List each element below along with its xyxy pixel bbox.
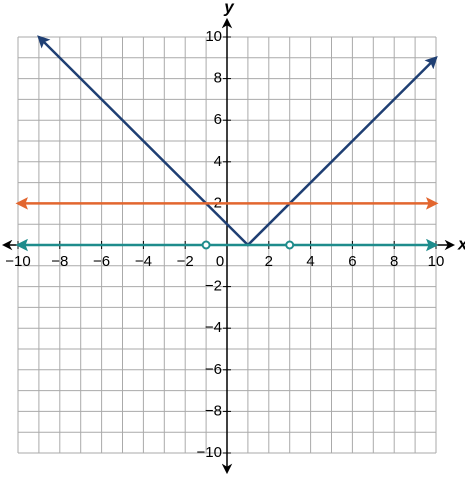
x-tick-label: 2 [265, 253, 273, 270]
open-point [201, 240, 211, 250]
open-point [285, 240, 295, 250]
x-tick-label: −10 [5, 253, 30, 270]
y-tick-label: 8 [214, 70, 222, 87]
x-tick-label: −2 [177, 253, 194, 270]
x-tick-label: 10 [428, 253, 445, 270]
x-tick-label: −8 [51, 253, 68, 270]
y-tick-label: 10 [205, 28, 222, 45]
y-tick-label: −4 [205, 319, 222, 336]
x-tick-label: −4 [135, 253, 152, 270]
y-tick-label: −2 [205, 278, 222, 295]
y-tick-label: 6 [214, 111, 222, 128]
y-tick-label: −10 [197, 444, 222, 461]
x-tick-label: 8 [390, 253, 398, 270]
x-tick-label: −6 [93, 253, 110, 270]
y-tick-label: −6 [205, 361, 222, 378]
x-tick-label: 4 [306, 253, 314, 270]
y-tick-label: 4 [214, 153, 222, 170]
x-axis-label: x [457, 234, 465, 253]
x-tick-label: 0 [216, 253, 224, 270]
x-tick-label: 6 [348, 253, 356, 270]
y-axis-label: y [223, 0, 235, 16]
y-tick-label: −8 [205, 402, 222, 419]
